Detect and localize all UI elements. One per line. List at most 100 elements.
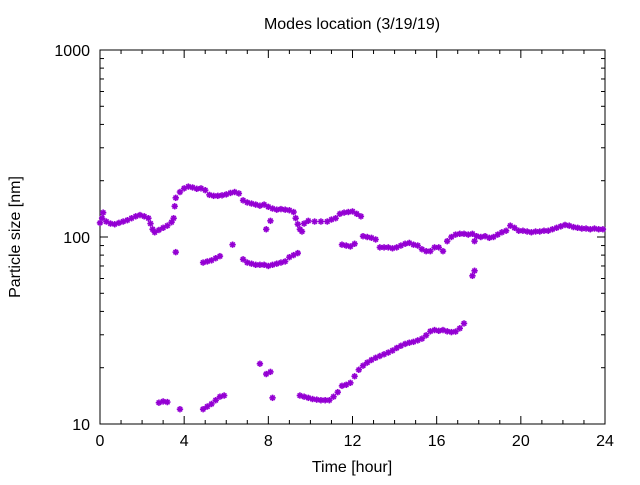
data-point bbox=[334, 388, 341, 396]
data-point bbox=[172, 248, 179, 256]
x-tick-label: 20 bbox=[512, 433, 530, 450]
data-point bbox=[439, 247, 447, 255]
data-point bbox=[256, 360, 264, 367]
data-point bbox=[202, 186, 209, 194]
y-tick-label: 10 bbox=[72, 417, 90, 434]
data-point bbox=[170, 215, 177, 222]
data-point bbox=[281, 258, 289, 265]
data-point bbox=[456, 230, 464, 238]
data-point bbox=[311, 218, 318, 225]
data-point bbox=[147, 220, 154, 227]
data-point bbox=[389, 347, 396, 354]
y-axis-label: Particle size [nm] bbox=[7, 176, 24, 298]
data-point bbox=[300, 220, 308, 227]
data-point bbox=[330, 393, 337, 400]
data-point bbox=[351, 240, 358, 247]
data-point bbox=[471, 267, 478, 274]
data-point bbox=[305, 217, 312, 225]
data-point bbox=[204, 403, 211, 410]
data-point bbox=[309, 395, 316, 403]
plot-frame bbox=[99, 49, 606, 425]
data-point bbox=[372, 354, 379, 361]
x-tick-label: 24 bbox=[596, 433, 614, 450]
data-point bbox=[435, 244, 442, 251]
data-point bbox=[267, 368, 274, 376]
data-point bbox=[176, 405, 184, 413]
data-point bbox=[511, 224, 518, 231]
data-point bbox=[220, 392, 228, 399]
x-tick-label: 8 bbox=[264, 433, 273, 450]
data-point bbox=[164, 222, 171, 229]
data-point bbox=[164, 398, 171, 406]
data-point bbox=[298, 228, 306, 235]
data-point bbox=[180, 185, 188, 192]
data-point bbox=[456, 325, 464, 332]
x-tick-label: 0 bbox=[96, 433, 105, 450]
data-point bbox=[155, 399, 163, 406]
chart-title: Modes location (3/19/19) bbox=[264, 16, 440, 33]
data-point bbox=[342, 242, 350, 249]
data-point bbox=[355, 366, 363, 373]
data-point bbox=[351, 373, 358, 380]
x-tick-label: 16 bbox=[428, 433, 446, 450]
data-point bbox=[212, 397, 219, 404]
axis-tick-labels: 0 4 8 12 16 20 24 10 100 1000 bbox=[54, 43, 614, 450]
data-point bbox=[263, 226, 270, 233]
data-point bbox=[595, 226, 602, 233]
data-point bbox=[443, 237, 451, 245]
data-point bbox=[599, 226, 607, 233]
data-point bbox=[269, 394, 276, 402]
data-point bbox=[216, 252, 224, 260]
data-point bbox=[347, 243, 354, 250]
data-points bbox=[96, 183, 607, 413]
data-point bbox=[317, 218, 325, 225]
data-point bbox=[471, 237, 478, 245]
data-point bbox=[372, 236, 379, 243]
data-point bbox=[332, 215, 339, 222]
data-point bbox=[171, 203, 178, 210]
data-point bbox=[172, 194, 179, 202]
y-tick-label: 1000 bbox=[54, 43, 90, 60]
data-point bbox=[199, 405, 207, 413]
x-axis-label: Time [hour] bbox=[312, 459, 392, 476]
data-point bbox=[422, 332, 430, 339]
data-point bbox=[176, 188, 184, 196]
x-tick-label: 12 bbox=[344, 433, 362, 450]
data-point bbox=[235, 190, 243, 197]
data-point bbox=[98, 215, 106, 222]
data-point bbox=[290, 208, 297, 216]
data-point bbox=[229, 241, 236, 248]
data-point bbox=[502, 227, 510, 234]
data-point bbox=[469, 272, 476, 280]
y-tick-label: 100 bbox=[63, 230, 90, 247]
data-point bbox=[239, 256, 247, 263]
data-point bbox=[448, 233, 455, 241]
data-point bbox=[145, 215, 152, 222]
data-point bbox=[427, 247, 434, 255]
data-point bbox=[256, 261, 264, 269]
data-point bbox=[349, 208, 356, 215]
data-point bbox=[326, 397, 333, 404]
x-tick-label: 4 bbox=[180, 433, 189, 450]
data-point bbox=[252, 261, 259, 269]
data-point bbox=[357, 213, 365, 220]
data-point bbox=[267, 217, 274, 225]
axis-ticks bbox=[99, 49, 606, 425]
data-point bbox=[406, 339, 413, 346]
data-point bbox=[414, 242, 421, 249]
data-point bbox=[347, 379, 354, 387]
data-point bbox=[231, 188, 238, 196]
data-point bbox=[452, 328, 459, 335]
data-point bbox=[294, 249, 301, 257]
data-point bbox=[469, 230, 476, 238]
data-point bbox=[364, 359, 371, 366]
data-point bbox=[364, 233, 371, 241]
data-point bbox=[460, 320, 468, 327]
data-point bbox=[99, 209, 107, 216]
data-point bbox=[208, 400, 215, 408]
data-point bbox=[353, 210, 360, 218]
data-point bbox=[292, 215, 299, 222]
data-point bbox=[159, 398, 167, 405]
data-point bbox=[418, 335, 426, 342]
